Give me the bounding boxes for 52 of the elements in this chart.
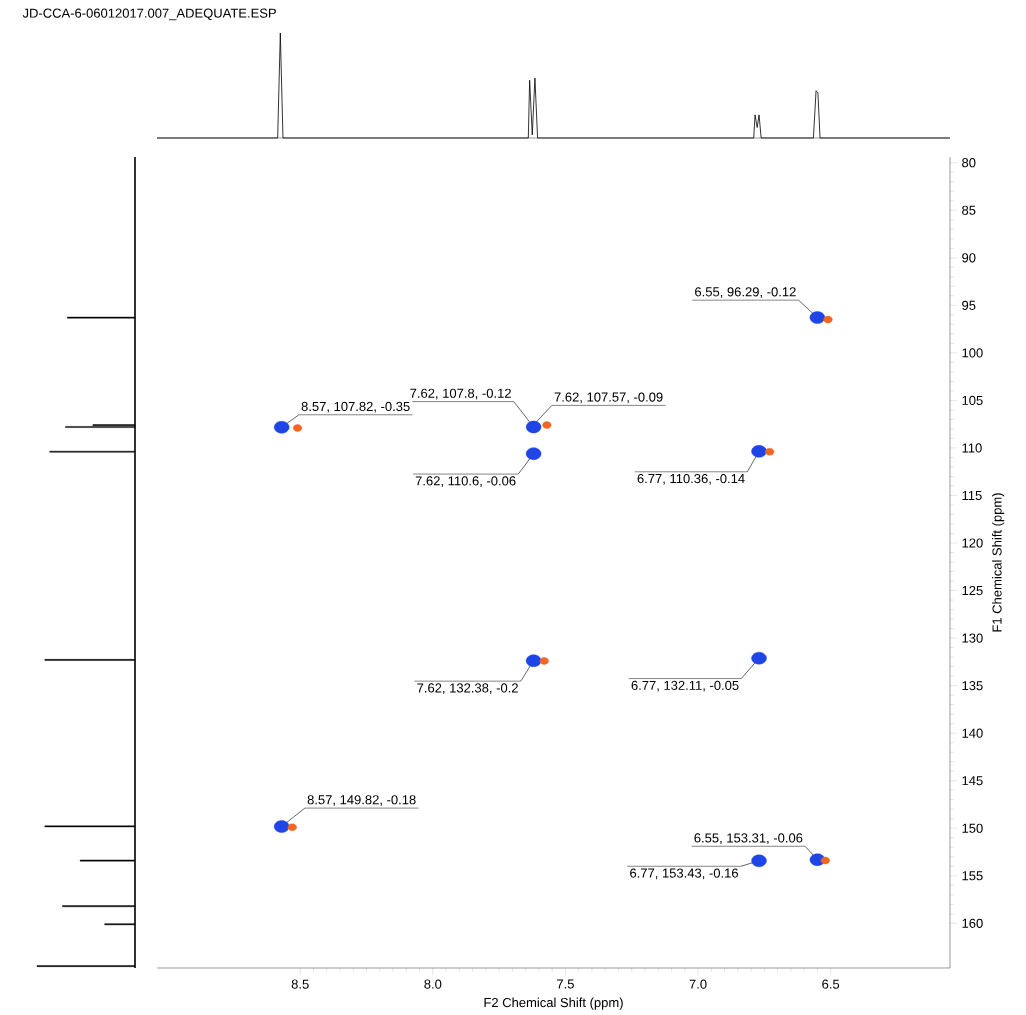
y-axis-title: F1 Chemical Shift (ppm) [992, 493, 1005, 632]
x-axis-title: F2 Chemical Shift (ppm) [484, 997, 623, 1010]
point [539, 657, 549, 665]
y-tick-label: 150 [962, 823, 983, 833]
x-tick-label: 8.0 [424, 979, 442, 989]
point [751, 651, 767, 665]
y-tick-label: 135 [962, 681, 983, 691]
annotation: 7.62, 107.8, -0.12 [410, 388, 511, 400]
annotation: 6.77, 153.43, -0.16 [630, 868, 739, 880]
y-tick-label: 125 [962, 585, 983, 596]
x-tick-label: 7.5 [557, 979, 574, 989]
y-tick-label: 115 [962, 490, 982, 500]
y-tick-label: 120 [962, 538, 983, 548]
point [273, 820, 290, 833]
y-tick-label: 100 [962, 348, 983, 358]
y-tick-label: 95 [962, 300, 976, 310]
y-tick-label: 110 [962, 443, 982, 453]
point [525, 654, 542, 667]
point [287, 823, 297, 831]
y-tick-label: 130 [962, 633, 983, 643]
y-tick-label: 140 [962, 728, 983, 738]
point [751, 445, 767, 458]
y-tick-label: 105 [962, 395, 983, 405]
point [820, 856, 830, 865]
point [273, 421, 290, 434]
x-tick-label: 7.0 [689, 979, 707, 989]
annotation: 6.77, 132.11, -0.05 [631, 680, 739, 692]
annotation: 6.55, 153.31, -0.06 [694, 833, 803, 845]
point [525, 420, 542, 434]
annotation: 6.55, 96.29, -0.12 [695, 287, 796, 298]
point [765, 448, 775, 456]
y-tick-label: 160 [962, 918, 983, 928]
chart-title: JD-CCA-6-06012017.007_ADEQUATE.ESP [22, 8, 276, 21]
point [525, 447, 542, 460]
y-tick-label: 155 [962, 871, 983, 881]
y-tick-label: 90 [962, 253, 976, 263]
annotation: 7.62, 110.6, -0.06 [415, 476, 516, 488]
point [542, 421, 552, 429]
annotation: 7.62, 107.57, -0.09 [554, 392, 663, 404]
y-tick-label: 85 [962, 205, 976, 215]
annotation: 6.77, 110.36, -0.14 [637, 473, 745, 485]
annotation: 7.62, 132.38, -0.2 [417, 683, 518, 695]
y-tick-label: 145 [962, 776, 983, 786]
point [809, 311, 826, 324]
annotation: 8.57, 107.82, -0.35 [301, 401, 410, 413]
point [823, 315, 833, 324]
point [751, 854, 767, 868]
x-tick-label: 8.5 [291, 979, 309, 989]
y-tick-label: 80 [962, 158, 976, 168]
annotation: 8.57, 149.82, -0.18 [307, 795, 416, 806]
point [292, 424, 303, 432]
x-tick-label: 6.5 [822, 979, 840, 989]
